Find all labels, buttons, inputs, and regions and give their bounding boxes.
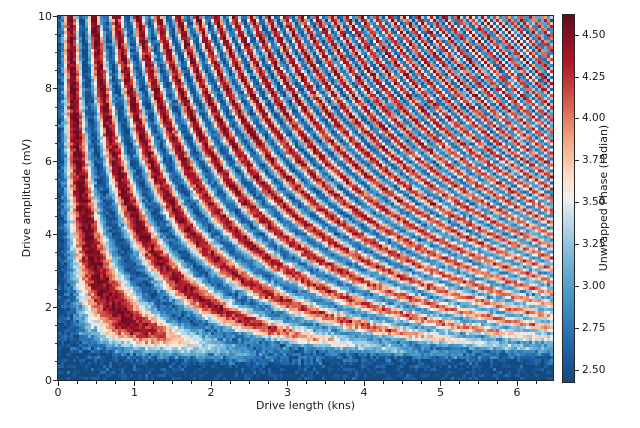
colorbar-tick [575,244,579,246]
colorbar [563,15,574,382]
y-minor-tick [54,215,57,217]
colorbar-tick [575,118,579,120]
x-minor-tick [344,381,346,384]
y-tick-label: 0 [45,373,52,387]
x-tick-label: 6 [513,386,521,399]
heatmap-canvas [58,16,553,380]
x-minor-tick [191,381,193,384]
colorbar-tick [575,34,579,36]
y-tick-label: 6 [45,155,52,169]
colorbar-tick [575,76,579,78]
x-major-tick [134,381,135,386]
y-minor-tick [54,324,57,326]
y-minor-tick [54,33,57,35]
y-tick-label: 2 [45,300,52,314]
x-tick-label: 4 [360,386,368,399]
x-minor-tick [172,381,174,384]
x-minor-tick [229,381,231,384]
x-minor-tick [325,381,327,384]
y-minor-tick [54,343,57,345]
x-minor-tick [153,381,155,384]
x-minor-tick [420,381,422,384]
x-minor-tick [306,381,308,384]
y-major-tick [52,306,57,308]
x-tick-label: 2 [207,386,215,399]
y-minor-tick [54,288,57,290]
y-minor-tick [54,106,57,108]
colorbar-tick [575,202,579,204]
x-minor-tick [76,381,78,384]
x-axis-label: Drive length (kns) [255,399,356,412]
x-minor-tick [95,381,97,384]
x-minor-tick [248,381,250,384]
x-tick-label: 0 [54,386,62,399]
y-minor-tick [54,51,57,53]
colorbar-label: Unwrapped Phase (radian) [597,124,610,272]
colorbar-tick-label: 2.50 [582,363,606,376]
x-minor-tick [478,381,480,384]
y-minor-tick [54,361,57,363]
y-axis-label: Drive amplitude (mV) [20,138,33,258]
colorbar-tick-label: 3.50 [582,196,606,209]
x-minor-tick [401,381,403,384]
x-minor-tick [382,381,384,384]
colorbar-tick-label: 3.25 [582,238,606,251]
colorbar-tick [575,160,579,162]
y-major-tick [52,233,57,235]
y-minor-tick [54,270,57,272]
colorbar-tick-label: 4.50 [582,28,606,41]
x-major-tick [287,381,289,386]
x-major-tick [440,381,442,386]
x-tick-label: 3 [284,386,292,399]
y-minor-tick [54,124,57,126]
y-minor-tick [54,179,57,181]
y-major-tick [52,379,57,381]
colorbar-tick-label: 2.75 [582,321,606,334]
y-minor-tick [54,252,57,254]
y-minor-tick [54,70,57,72]
colorbar-tick [575,285,579,287]
y-major-tick [52,15,57,17]
y-major-tick [52,88,57,90]
colorbar-tick [575,327,579,329]
x-minor-tick [114,381,116,384]
y-tick-label: 4 [45,227,52,241]
y-tick-label: 8 [45,82,52,96]
x-minor-tick [459,381,461,384]
x-major-tick [210,381,212,386]
x-minor-tick [497,381,499,384]
x-minor-tick [267,381,269,384]
y-tick-label: 10 [38,9,52,23]
colorbar-tick-label: 3.75 [582,154,606,167]
x-major-tick [516,381,518,386]
y-major-tick [52,161,57,163]
x-major-tick [57,381,59,386]
colorbar-tick [575,369,579,371]
y-minor-tick [54,142,57,144]
y-minor-tick [54,197,57,199]
x-tick-label: 5 [437,386,445,399]
colorbar-tick-label: 4.00 [582,112,606,125]
x-minor-tick [535,381,537,384]
x-tick-label: 1 [131,386,138,399]
colorbar-tick-label: 3.00 [582,279,606,292]
colorbar-tick-label: 4.25 [582,70,606,83]
x-major-tick [363,381,365,386]
